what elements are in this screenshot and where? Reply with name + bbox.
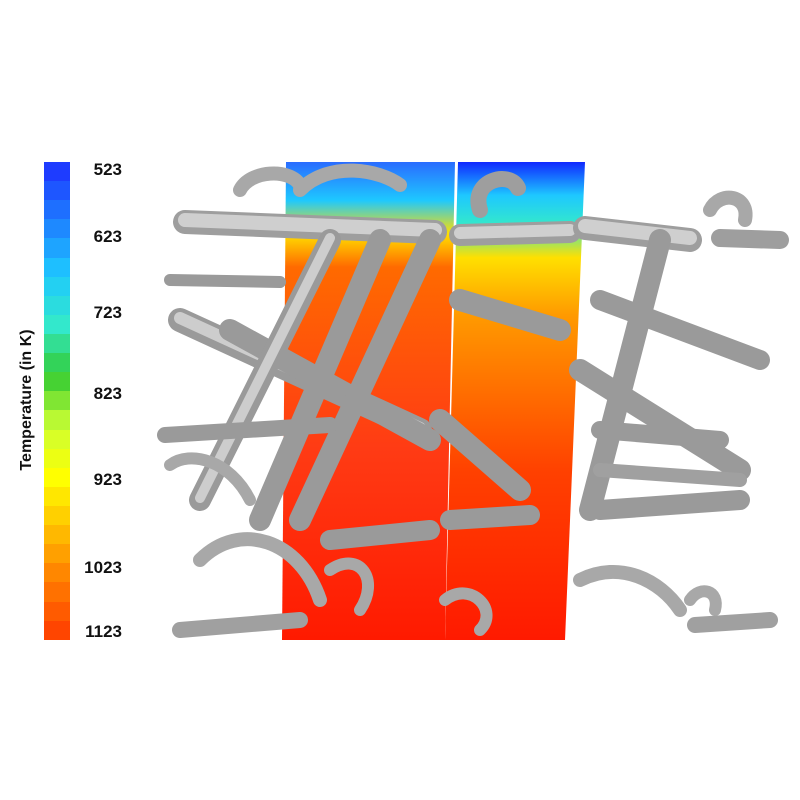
- colorbar-step: [44, 582, 70, 602]
- colorbar-step: [44, 333, 70, 354]
- colorbar-step: [44, 372, 70, 392]
- colorbar-step: [44, 525, 70, 545]
- colorbar-tick-623: 623: [93, 227, 122, 246]
- colorbar-step: [44, 219, 70, 239]
- colorbar-step: [44, 486, 70, 506]
- colorbar-step: [44, 200, 70, 220]
- colorbar-step: [44, 257, 70, 277]
- temperature-colorbar: [44, 162, 70, 640]
- pipe-network: [157, 163, 789, 638]
- colorbar-step: [44, 391, 70, 411]
- colorbar-step: [44, 314, 70, 334]
- colorbar-step: [44, 181, 70, 201]
- colorbar-step: [44, 563, 70, 583]
- colorbar-tick-823: 823: [93, 384, 122, 403]
- colorbar-tick-523: 523: [93, 160, 122, 179]
- colorbar-tick-1123: 1123: [85, 622, 122, 641]
- colorbar-step: [44, 410, 70, 430]
- colorbar-tick-723: 723: [93, 303, 122, 322]
- colorbar-tick-923: 923: [93, 470, 122, 489]
- colorbar-step: [44, 448, 70, 468]
- colorbar-step: [44, 295, 70, 315]
- colorbar-step: [44, 601, 70, 621]
- colorbar-step: [44, 429, 70, 449]
- colorbar-step: [44, 544, 70, 564]
- colorbar-step: [44, 276, 70, 296]
- colorbar-step: [44, 467, 70, 487]
- colorbar-step: [44, 505, 70, 526]
- colorbar-step: [44, 353, 70, 373]
- colorbar-step: [44, 620, 70, 640]
- colorbar-step: [44, 238, 70, 258]
- colorbar-tick-1023: 1023: [84, 558, 122, 577]
- colorbar-step: [44, 162, 70, 182]
